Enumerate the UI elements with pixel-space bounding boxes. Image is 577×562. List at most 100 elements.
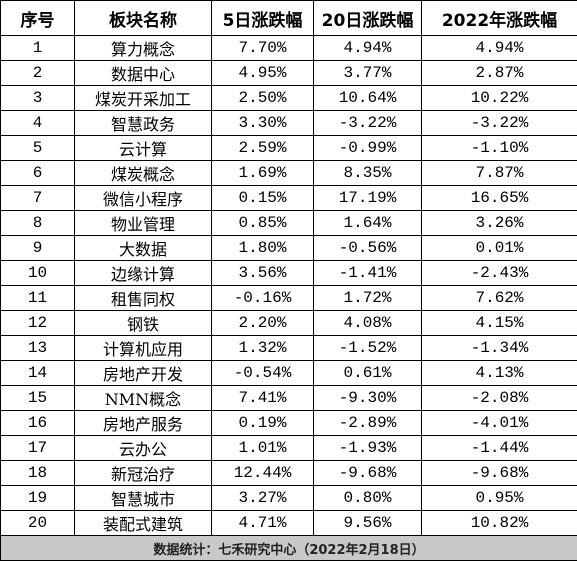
sector-name: 房地产服务 xyxy=(74,410,212,436)
source-note: 数据统计：七禾研究中心（2022年2月18日） xyxy=(0,535,577,561)
row-index: 20 xyxy=(0,510,75,536)
row-index: 8 xyxy=(0,210,75,236)
change-5day: 1.69% xyxy=(211,160,314,186)
header-sector-name: 板块名称 xyxy=(74,0,212,36)
change-ytd: 10.82% xyxy=(421,510,577,536)
row-index: 10 xyxy=(0,260,75,286)
table-row: 6 煤炭概念 1.69% 8.35% 7.87% xyxy=(0,160,577,186)
table-row: 4 智慧政务 3.30% -3.22% -3.22% xyxy=(0,110,577,136)
change-20day: -9.68% xyxy=(313,460,422,486)
sector-name: 边缘计算 xyxy=(74,260,212,286)
header-ytd-change: 2022年涨跌幅 xyxy=(421,0,577,36)
row-index: 9 xyxy=(0,235,75,261)
table-row: 18 新冠治疗 12.44% -9.68% -9.68% xyxy=(0,460,577,486)
change-20day: -1.52% xyxy=(313,335,422,361)
sector-name: 大数据 xyxy=(74,235,212,261)
change-5day: 3.56% xyxy=(211,260,314,286)
change-5day: -0.16% xyxy=(211,285,314,311)
change-5day: 7.41% xyxy=(211,385,314,411)
change-ytd: 7.87% xyxy=(421,160,577,186)
change-5day: -0.54% xyxy=(211,360,314,386)
change-20day: 4.08% xyxy=(313,310,422,336)
table-row: 17 云办公 1.01% -1.93% -1.44% xyxy=(0,435,577,461)
row-index: 2 xyxy=(0,60,75,86)
change-20day: -0.99% xyxy=(313,135,422,161)
change-5day: 2.50% xyxy=(211,85,314,111)
row-index: 17 xyxy=(0,435,75,461)
change-5day: 12.44% xyxy=(211,460,314,486)
table-row: 10 边缘计算 3.56% -1.41% -2.43% xyxy=(0,260,577,286)
table-row: 7 微信小程序 0.15% 17.19% 16.65% xyxy=(0,185,577,211)
change-20day: -2.89% xyxy=(313,410,422,436)
row-index: 15 xyxy=(0,385,75,411)
table-row: 1 算力概念 7.70% 4.94% 4.94% xyxy=(0,35,577,61)
row-index: 11 xyxy=(0,285,75,311)
change-20day: 0.80% xyxy=(313,485,422,511)
change-ytd: 2.87% xyxy=(421,60,577,86)
change-ytd: 4.13% xyxy=(421,360,577,386)
change-5day: 1.80% xyxy=(211,235,314,261)
change-20day: -3.22% xyxy=(313,110,422,136)
change-20day: 0.61% xyxy=(313,360,422,386)
change-5day: 7.70% xyxy=(211,35,314,61)
change-ytd: -1.44% xyxy=(421,435,577,461)
change-20day: -0.56% xyxy=(313,235,422,261)
sector-name: 云计算 xyxy=(74,135,212,161)
change-20day: -1.93% xyxy=(313,435,422,461)
change-20day: 8.35% xyxy=(313,160,422,186)
sector-name: 租售同权 xyxy=(74,285,212,311)
change-20day: 1.72% xyxy=(313,285,422,311)
table-row: 16 房地产服务 0.19% -2.89% -4.01% xyxy=(0,410,577,436)
change-ytd: 7.62% xyxy=(421,285,577,311)
change-ytd: -1.34% xyxy=(421,335,577,361)
change-5day: 0.19% xyxy=(211,410,314,436)
change-5day: 4.71% xyxy=(211,510,314,536)
table-body: 1 算力概念 7.70% 4.94% 4.94% 2 数据中心 4.95% 3.77% 2.87%… xyxy=(0,35,577,536)
table-footer: 数据统计：七禾研究中心（2022年2月18日） xyxy=(0,535,577,561)
change-20day: -9.30% xyxy=(313,385,422,411)
sector-name: 新冠治疗 xyxy=(74,460,212,486)
row-index: 7 xyxy=(0,185,75,211)
change-20day: 9.56% xyxy=(313,510,422,536)
header-5day-change: 5日涨跌幅 xyxy=(211,0,314,36)
change-5day: 4.95% xyxy=(211,60,314,86)
row-index: 14 xyxy=(0,360,75,386)
change-ytd: -4.01% xyxy=(421,410,577,436)
table-row: 15 NMN概念 7.41% -9.30% -2.08% xyxy=(0,385,577,411)
table-row: 12 钢铁 2.20% 4.08% 4.15% xyxy=(0,310,577,336)
change-ytd: -9.68% xyxy=(421,460,577,486)
change-5day: 1.01% xyxy=(211,435,314,461)
change-ytd: 0.01% xyxy=(421,235,577,261)
table-row: 13 计算机应用 1.32% -1.52% -1.34% xyxy=(0,335,577,361)
change-ytd: -1.10% xyxy=(421,135,577,161)
change-5day: 1.32% xyxy=(211,335,314,361)
row-index: 3 xyxy=(0,85,75,111)
header-20day-change: 20日涨跌幅 xyxy=(313,0,422,36)
table-row: 9 大数据 1.80% -0.56% 0.01% xyxy=(0,235,577,261)
sector-name: 房地产开发 xyxy=(74,360,212,386)
table-row: 5 云计算 2.59% -0.99% -1.10% xyxy=(0,135,577,161)
sector-name: 钢铁 xyxy=(74,310,212,336)
sector-name: 数据中心 xyxy=(74,60,212,86)
sector-name: 计算机应用 xyxy=(74,335,212,361)
change-5day: 2.59% xyxy=(211,135,314,161)
row-index: 4 xyxy=(0,110,75,136)
change-20day: 3.77% xyxy=(313,60,422,86)
change-5day: 2.20% xyxy=(211,310,314,336)
change-ytd: -2.43% xyxy=(421,260,577,286)
change-ytd: 10.22% xyxy=(421,85,577,111)
table-row: 3 煤炭开采加工 2.50% 10.64% 10.22% xyxy=(0,85,577,111)
table-row: 20 装配式建筑 4.71% 9.56% 10.82% xyxy=(0,510,577,536)
change-ytd: 4.94% xyxy=(421,35,577,61)
change-ytd: -2.08% xyxy=(421,385,577,411)
change-ytd: -3.22% xyxy=(421,110,577,136)
sector-name: 算力概念 xyxy=(74,35,212,61)
row-index: 13 xyxy=(0,335,75,361)
row-index: 6 xyxy=(0,160,75,186)
row-index: 16 xyxy=(0,410,75,436)
change-5day: 3.30% xyxy=(211,110,314,136)
table-header: 序号 板块名称 5日涨跌幅 20日涨跌幅 2022年涨跌幅 xyxy=(0,0,577,36)
sector-name: 装配式建筑 xyxy=(74,510,212,536)
